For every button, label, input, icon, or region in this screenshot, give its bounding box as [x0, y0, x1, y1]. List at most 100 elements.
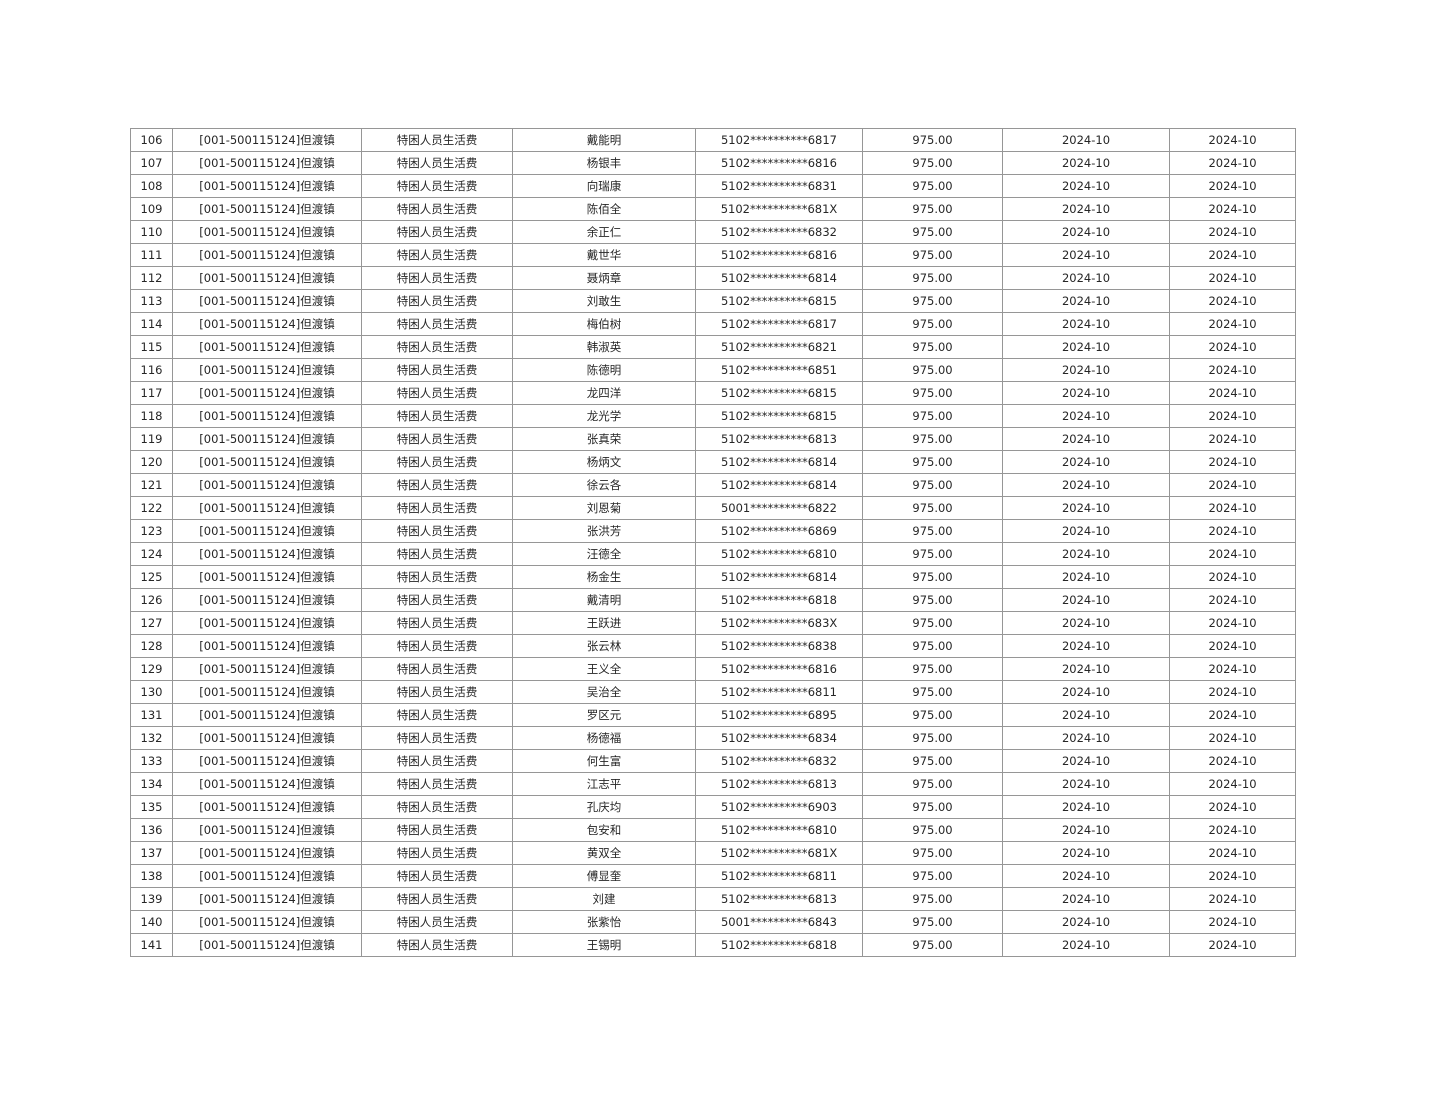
cell-row-number: 128: [130, 634, 173, 658]
table-row: 133 [001-500115124]但渡镇 特困人员生活费 何生富 5102*****…: [130, 749, 1296, 773]
table-row: 141 [001-500115124]但渡镇 特困人员生活费 王锡明 5102*****…: [130, 933, 1296, 957]
cell-row-number: 116: [130, 358, 173, 382]
cell-person-name: 江志平: [512, 772, 696, 796]
cell-person-name: 余正仁: [512, 220, 696, 244]
cell-row-number: 106: [130, 128, 173, 152]
cell-person-name: 刘建: [512, 887, 696, 911]
cell-person-name: 龙四洋: [512, 381, 696, 405]
cell-month-2: 2024-10: [1169, 910, 1296, 934]
cell-unit: [001-500115124]但渡镇: [172, 473, 362, 497]
cell-person-name: 张云林: [512, 634, 696, 658]
cell-month-1: 2024-10: [1002, 864, 1170, 888]
cell-person-name: 戴能明: [512, 128, 696, 152]
cell-month-2: 2024-10: [1169, 933, 1296, 957]
cell-row-number: 138: [130, 864, 173, 888]
cell-subsidy-item: 特困人员生活费: [361, 611, 513, 635]
cell-month-1: 2024-10: [1002, 450, 1170, 474]
cell-unit: [001-500115124]但渡镇: [172, 220, 362, 244]
cell-subsidy-item: 特困人员生活费: [361, 404, 513, 428]
cell-amount: 975.00: [862, 680, 1003, 704]
cell-amount: 975.00: [862, 910, 1003, 934]
cell-month-2: 2024-10: [1169, 450, 1296, 474]
table-row: 134 [001-500115124]但渡镇 特困人员生活费 江志平 5102*****…: [130, 772, 1296, 796]
cell-amount: 975.00: [862, 657, 1003, 681]
cell-subsidy-item: 特困人员生活费: [361, 841, 513, 865]
cell-row-number: 123: [130, 519, 173, 543]
cell-month-1: 2024-10: [1002, 703, 1170, 727]
cell-row-number: 130: [130, 680, 173, 704]
cell-month-1: 2024-10: [1002, 933, 1170, 957]
cell-amount: 975.00: [862, 611, 1003, 635]
cell-month-2: 2024-10: [1169, 381, 1296, 405]
cell-month-2: 2024-10: [1169, 496, 1296, 520]
cell-unit: [001-500115124]但渡镇: [172, 910, 362, 934]
cell-id-number: 5102**********6816: [695, 657, 863, 681]
cell-row-number: 140: [130, 910, 173, 934]
cell-month-2: 2024-10: [1169, 657, 1296, 681]
cell-month-2: 2024-10: [1169, 220, 1296, 244]
cell-unit: [001-500115124]但渡镇: [172, 818, 362, 842]
cell-month-1: 2024-10: [1002, 519, 1170, 543]
cell-row-number: 112: [130, 266, 173, 290]
cell-id-number: 5102**********6851: [695, 358, 863, 382]
cell-amount: 975.00: [862, 128, 1003, 152]
cell-month-2: 2024-10: [1169, 841, 1296, 865]
cell-subsidy-item: 特困人员生活费: [361, 473, 513, 497]
cell-row-number: 133: [130, 749, 173, 773]
cell-subsidy-item: 特困人员生活费: [361, 427, 513, 451]
cell-subsidy-item: 特困人员生活费: [361, 243, 513, 267]
cell-month-2: 2024-10: [1169, 358, 1296, 382]
table-row: 128 [001-500115124]但渡镇 特困人员生活费 张云林 5102*****…: [130, 634, 1296, 658]
cell-id-number: 5102**********6818: [695, 588, 863, 612]
cell-person-name: 王义全: [512, 657, 696, 681]
cell-unit: [001-500115124]但渡镇: [172, 450, 362, 474]
cell-id-number: 5102**********6814: [695, 266, 863, 290]
cell-subsidy-item: 特困人员生活费: [361, 519, 513, 543]
cell-month-2: 2024-10: [1169, 473, 1296, 497]
cell-amount: 975.00: [862, 887, 1003, 911]
cell-month-2: 2024-10: [1169, 197, 1296, 221]
cell-person-name: 徐云各: [512, 473, 696, 497]
cell-month-1: 2024-10: [1002, 749, 1170, 773]
cell-month-1: 2024-10: [1002, 680, 1170, 704]
cell-month-1: 2024-10: [1002, 381, 1170, 405]
cell-amount: 975.00: [862, 151, 1003, 175]
cell-month-1: 2024-10: [1002, 496, 1170, 520]
cell-person-name: 梅伯树: [512, 312, 696, 336]
cell-subsidy-item: 特困人员生活费: [361, 197, 513, 221]
cell-month-2: 2024-10: [1169, 795, 1296, 819]
cell-row-number: 118: [130, 404, 173, 428]
cell-row-number: 114: [130, 312, 173, 336]
table-row: 124 [001-500115124]但渡镇 特困人员生活费 汪德全 5102*****…: [130, 542, 1296, 566]
cell-unit: [001-500115124]但渡镇: [172, 726, 362, 750]
cell-subsidy-item: 特困人员生活费: [361, 726, 513, 750]
table-row: 131 [001-500115124]但渡镇 特困人员生活费 罗区元 5102*****…: [130, 703, 1296, 727]
cell-amount: 975.00: [862, 174, 1003, 198]
cell-amount: 975.00: [862, 565, 1003, 589]
cell-person-name: 傅显奎: [512, 864, 696, 888]
cell-month-1: 2024-10: [1002, 335, 1170, 359]
table-row: 119 [001-500115124]但渡镇 特困人员生活费 张真荣 5102*****…: [130, 427, 1296, 451]
cell-row-number: 110: [130, 220, 173, 244]
cell-subsidy-item: 特困人员生活费: [361, 657, 513, 681]
cell-subsidy-item: 特困人员生活费: [361, 749, 513, 773]
cell-id-number: 5102**********681X: [695, 197, 863, 221]
cell-unit: [001-500115124]但渡镇: [172, 312, 362, 336]
cell-unit: [001-500115124]但渡镇: [172, 289, 362, 313]
cell-month-2: 2024-10: [1169, 588, 1296, 612]
table-row: 130 [001-500115124]但渡镇 特困人员生活费 吴治全 5102*****…: [130, 680, 1296, 704]
cell-amount: 975.00: [862, 726, 1003, 750]
cell-unit: [001-500115124]但渡镇: [172, 174, 362, 198]
cell-unit: [001-500115124]但渡镇: [172, 887, 362, 911]
table-row: 123 [001-500115124]但渡镇 特困人员生活费 张洪芳 5102*****…: [130, 519, 1296, 543]
cell-person-name: 向瑞康: [512, 174, 696, 198]
cell-month-2: 2024-10: [1169, 128, 1296, 152]
cell-row-number: 119: [130, 427, 173, 451]
cell-subsidy-item: 特困人员生活费: [361, 864, 513, 888]
cell-unit: [001-500115124]但渡镇: [172, 542, 362, 566]
cell-amount: 975.00: [862, 289, 1003, 313]
cell-person-name: 张紫怡: [512, 910, 696, 934]
payment-table: 106 [001-500115124]但渡镇 特困人员生活费 戴能明 5102*****…: [130, 128, 1296, 957]
cell-id-number: 5102**********6813: [695, 427, 863, 451]
cell-id-number: 5102**********6811: [695, 680, 863, 704]
